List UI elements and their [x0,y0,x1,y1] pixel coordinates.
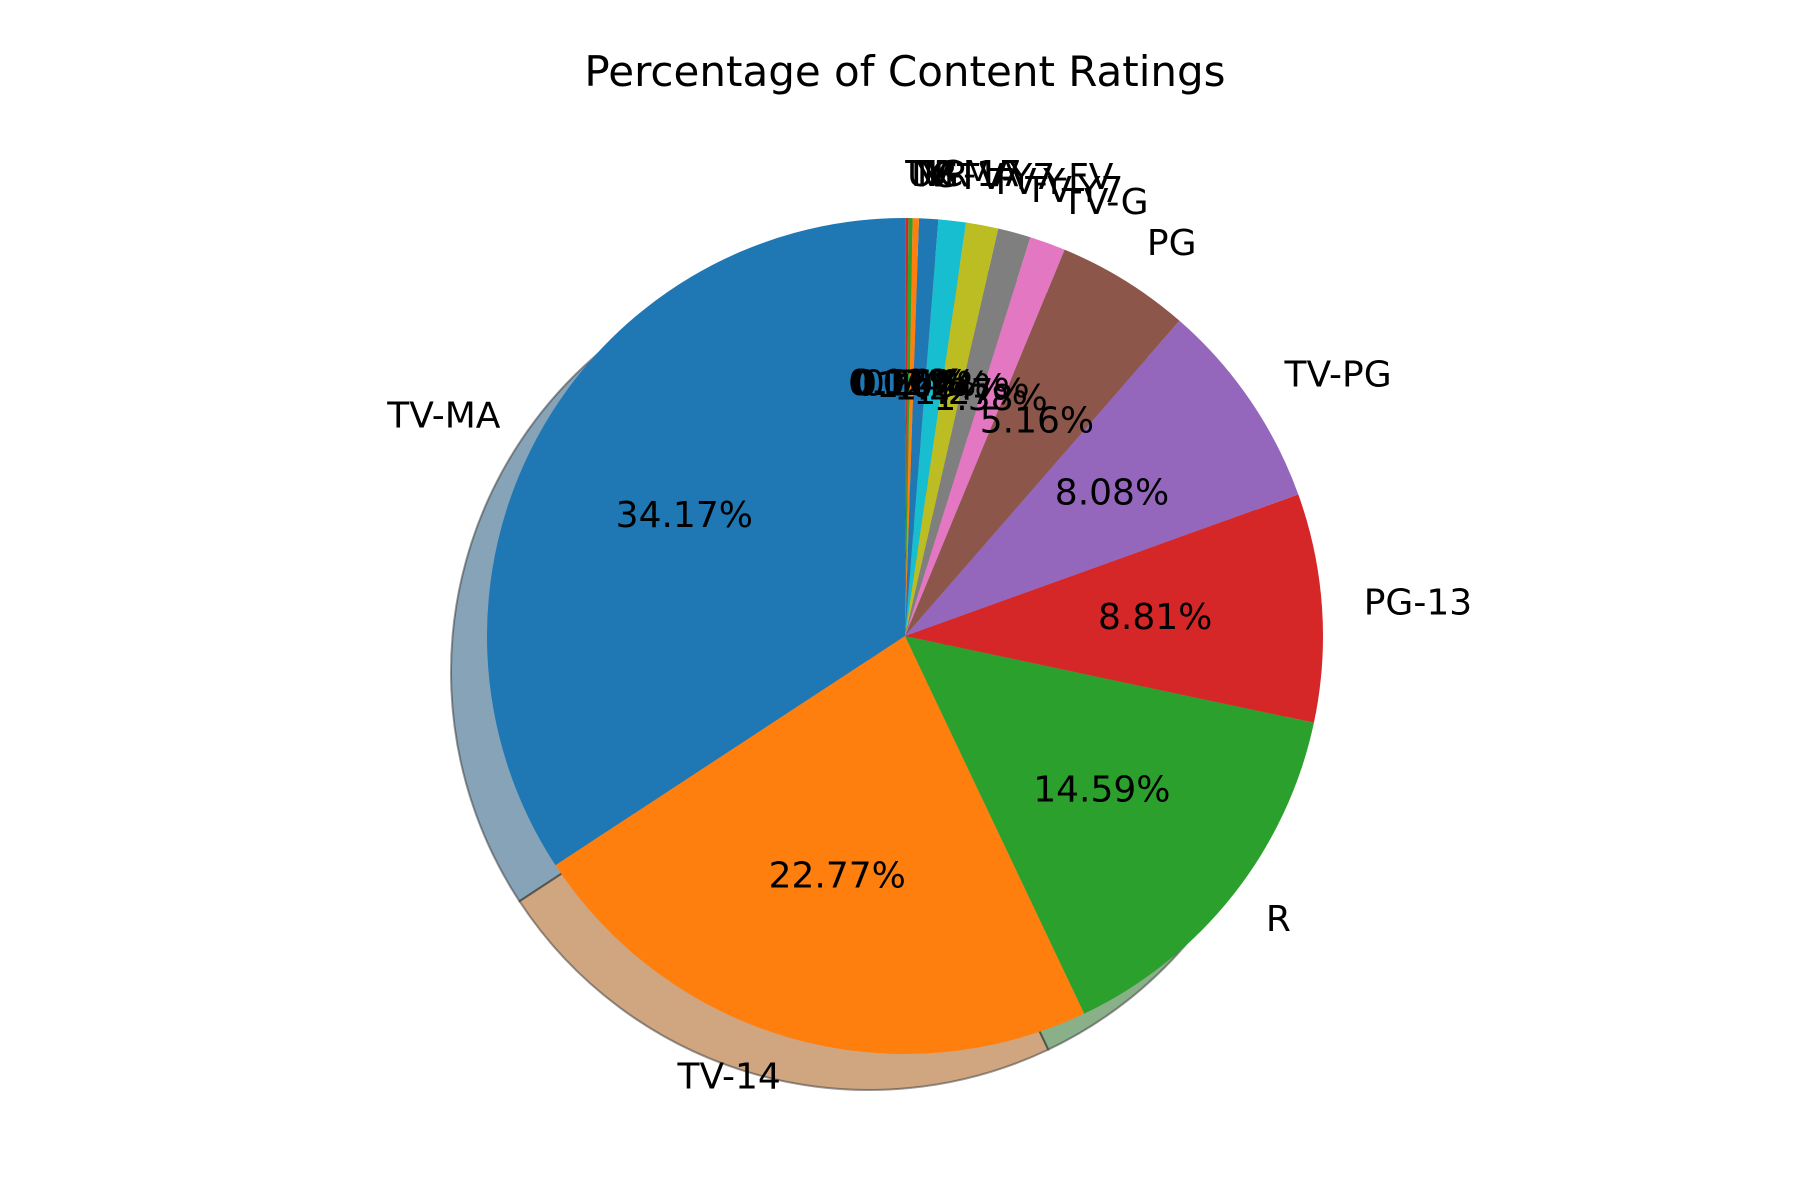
pie-slice [905,237,1065,636]
pie-slices [487,218,1323,1054]
slice-label: TV-Y7 [1024,170,1123,211]
pie-slice [905,218,913,636]
pie-slice [905,219,967,636]
pie-slice [905,494,1323,723]
slice-label: NC-17 [911,154,1022,195]
chart-title: Percentage of Content Ratings [584,47,1225,96]
slice-label: TV-G [1061,182,1149,223]
pie-slice [905,636,1314,1014]
percent-label: 0.24% [854,363,968,404]
percent-label: 22.77% [769,855,906,896]
slice-label: TV-14 [676,1057,780,1098]
percent-label: 8.81% [1098,597,1212,638]
slice-label: TV-MA [904,154,1019,195]
pie-slice [555,636,1085,1054]
percent-label: 5.16% [980,401,1094,442]
percent-label: 34.17% [616,495,753,536]
percent-labels: 34.17% 22.77% 14.59% 8.81% 8.08% 5.16%1.38%1.… [616,363,1213,896]
percent-label: 1.38% [933,378,1047,419]
percent-label: 0.02% [848,363,962,404]
pie-slice [905,320,1299,636]
percent-label: 1.24% [894,368,1008,409]
pie-slice [905,218,939,637]
slice-label: TV-Y [989,162,1066,203]
slice-label: UR [907,154,958,195]
slice-label: PG [1147,223,1197,264]
pie-slice [905,222,999,636]
pie-slice [487,218,905,866]
percent-label: 1.06% [876,365,990,406]
pie-slice [905,218,909,636]
pie-slice [905,249,1180,637]
percent-label: 0.16% [851,363,965,404]
slice-label: NR [917,154,969,195]
percent-label: 0.11% [849,363,963,404]
slice-label: R [1266,899,1291,940]
slice-label: TV-PG [1283,354,1391,395]
slice-label: TV-MA [386,396,501,437]
percent-label: 1.27% [913,372,1027,413]
percent-label: 14.59% [1033,769,1170,810]
slice-label: TV-Y7-FV [956,157,1114,198]
slice-label: G [931,155,959,196]
pie-slice [905,228,1031,637]
pie-slice [905,218,919,636]
percent-label: 8.08% [1055,472,1169,513]
percent-label: 0.74% [862,364,976,405]
pie-slice [905,218,906,636]
slice-label: PG-13 [1364,583,1472,624]
slice-labels: TV-MA TV-14 R PG-13 TV-PG PGTV-GTV-Y7TV-YTV-Y… [386,154,1472,1098]
